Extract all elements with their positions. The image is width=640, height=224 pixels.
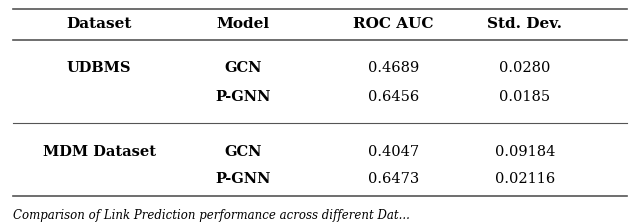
Text: 0.02116: 0.02116	[495, 172, 555, 186]
Text: ROC AUC: ROC AUC	[353, 17, 434, 30]
Text: 0.6456: 0.6456	[368, 90, 419, 104]
Text: Comparison of Link Prediction performance across different Dat...: Comparison of Link Prediction performanc…	[13, 209, 410, 222]
Text: MDM Dataset: MDM Dataset	[43, 145, 156, 159]
Text: 0.6473: 0.6473	[368, 172, 419, 186]
Text: 0.0280: 0.0280	[499, 61, 550, 75]
Text: 0.0185: 0.0185	[499, 90, 550, 104]
Text: 0.4047: 0.4047	[368, 145, 419, 159]
Text: UDBMS: UDBMS	[67, 61, 131, 75]
Text: 0.09184: 0.09184	[495, 145, 555, 159]
Text: P-GNN: P-GNN	[216, 172, 271, 186]
Text: Model: Model	[216, 17, 270, 30]
Text: P-GNN: P-GNN	[216, 90, 271, 104]
Text: Std. Dev.: Std. Dev.	[487, 17, 563, 30]
Text: 0.4689: 0.4689	[368, 61, 419, 75]
Text: GCN: GCN	[225, 145, 262, 159]
Text: Dataset: Dataset	[67, 17, 132, 30]
Text: GCN: GCN	[225, 61, 262, 75]
